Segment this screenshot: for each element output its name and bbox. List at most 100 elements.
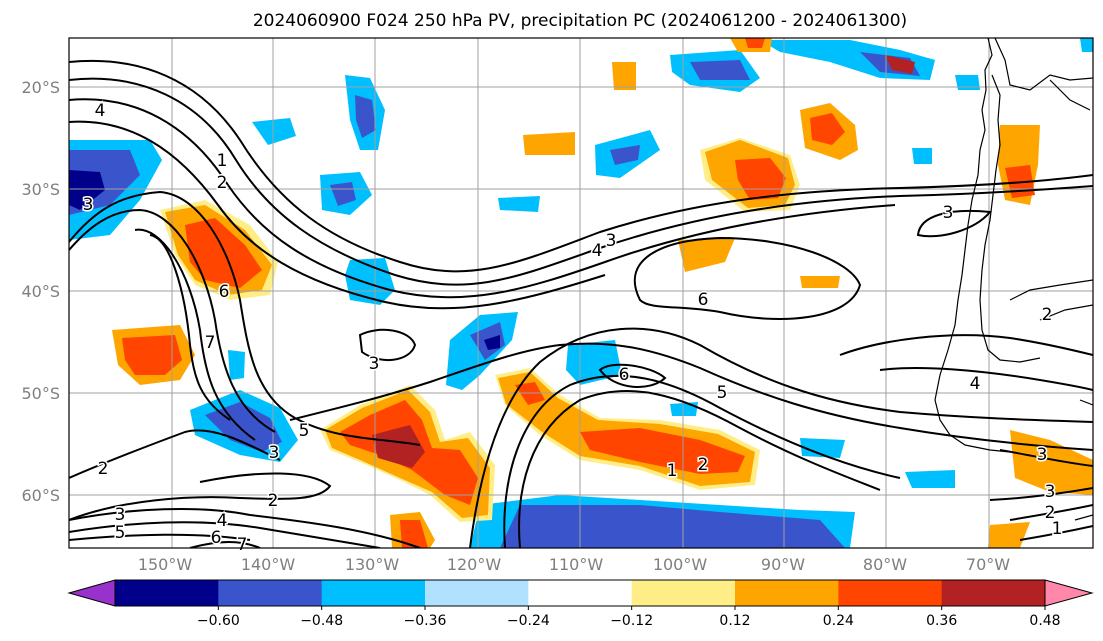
contour-label: 3 bbox=[369, 354, 380, 374]
border-andes-north bbox=[994, 38, 1093, 91]
map-content bbox=[69, 38, 1093, 548]
contour-label: 3 bbox=[269, 443, 280, 463]
contour-label: 1 bbox=[217, 151, 228, 171]
contour-label: 2 bbox=[217, 173, 228, 193]
contour-label: 7 bbox=[205, 333, 216, 353]
pv-contour-3b bbox=[69, 190, 421, 446]
pv-contour-1c bbox=[1019, 525, 1093, 541]
colorbar-segment bbox=[838, 580, 943, 606]
pv-contour-4e bbox=[879, 367, 1093, 391]
colorbar-segment bbox=[941, 580, 1046, 606]
colorbar-tick-label: −0.24 bbox=[507, 613, 550, 629]
contour-label: 2 bbox=[1042, 305, 1053, 325]
contour-label: 1 bbox=[667, 461, 678, 481]
pv-contour-6e bbox=[598, 363, 667, 389]
pv-contour-2c bbox=[69, 472, 332, 521]
pos-area-a-core bbox=[185, 218, 262, 288]
contour-label: 4 bbox=[217, 511, 228, 531]
colorbar: −0.60 −0.48 −0.36 −0.24 −0.12 0.12 0.24 0.36 0.4… bbox=[67, 579, 1094, 629]
neg-area-f-core bbox=[610, 145, 640, 165]
pv-contour-4b bbox=[69, 208, 276, 433]
lon-label: 110°W bbox=[549, 555, 604, 574]
contour-label: 3 bbox=[606, 231, 617, 251]
neg-area-west-max bbox=[69, 170, 105, 210]
pv-contour-2a bbox=[69, 77, 1093, 286]
neg-area-a-core bbox=[355, 95, 376, 138]
pos-area-l-core2 bbox=[580, 428, 745, 474]
pv-contour-3g bbox=[989, 487, 1093, 501]
neg-area-o bbox=[955, 75, 980, 90]
pos-area-k-max bbox=[372, 425, 425, 468]
pv-contour-3a bbox=[69, 98, 896, 299]
neg-area-q bbox=[670, 402, 698, 416]
pos-area-o bbox=[988, 522, 1030, 548]
colorbar-segment bbox=[735, 580, 839, 606]
colorbar-segment bbox=[631, 580, 736, 606]
colorbar-tick-label: −0.60 bbox=[197, 613, 240, 629]
lon-label: 120°W bbox=[447, 555, 502, 574]
lon-label: 70°W bbox=[966, 555, 1010, 574]
coastline-falklands bbox=[1079, 399, 1093, 406]
contour-label: 6 bbox=[219, 282, 230, 302]
colorbar-ticks: −0.60 −0.48 −0.36 −0.24 −0.12 0.12 0.24 0.36 0.4… bbox=[197, 606, 1061, 629]
pos-area-i bbox=[800, 276, 840, 288]
pv-contour-6d bbox=[633, 236, 862, 320]
pos-area-n-core bbox=[400, 520, 428, 548]
pos-area-b-core bbox=[122, 335, 182, 375]
colorbar-tick-label: 0.48 bbox=[1029, 613, 1060, 629]
pv-contour-3c bbox=[69, 507, 421, 548]
neg-area-h-max bbox=[484, 335, 500, 350]
neg-area-d-core bbox=[690, 60, 750, 80]
colorbar-segment bbox=[321, 580, 426, 606]
contour-label: 3 bbox=[83, 195, 94, 215]
contour-label: 2 bbox=[98, 459, 109, 479]
pv-contour-7a bbox=[149, 234, 231, 421]
contour-label: 7 bbox=[237, 535, 248, 555]
pv-contour-4a bbox=[69, 120, 606, 310]
neg-area-k bbox=[228, 350, 245, 380]
colorbar-tick-label: −0.48 bbox=[300, 613, 343, 629]
contour-label: 3 bbox=[943, 203, 954, 223]
lat-label: 50°S bbox=[21, 384, 60, 403]
lon-label: 140°W bbox=[241, 555, 296, 574]
contour-label: 6 bbox=[211, 528, 222, 548]
colorbar-segment bbox=[218, 580, 323, 606]
colorbar-extend-low bbox=[67, 579, 116, 607]
colorbar-segment bbox=[528, 580, 633, 606]
pos-area-e-core bbox=[745, 38, 765, 48]
contour-label: 6 bbox=[698, 290, 709, 310]
neg-area-b-core bbox=[330, 182, 356, 206]
coastline-argentina-north bbox=[1009, 279, 1093, 301]
neg-area-l bbox=[905, 470, 955, 488]
border-chile-argentina bbox=[979, 74, 1041, 363]
coastlines bbox=[934, 38, 1093, 521]
pv-contours bbox=[69, 59, 1093, 548]
pv-contour-5c bbox=[69, 533, 251, 541]
colorbar-tick-label: −0.36 bbox=[404, 613, 447, 629]
colorbar-tick-label: 0.24 bbox=[823, 613, 854, 629]
negative-anomalies bbox=[69, 38, 1093, 548]
lon-label: 90°W bbox=[761, 555, 805, 574]
contour-label: 1 bbox=[1052, 519, 1063, 539]
contour-label: 2 bbox=[698, 455, 709, 475]
lon-label: 130°W bbox=[345, 555, 400, 574]
coastline-chile bbox=[934, 38, 1011, 453]
contour-label: 2 bbox=[268, 491, 279, 511]
coastline-argentina-mid bbox=[1039, 304, 1093, 321]
colorbar-tick-label: 0.12 bbox=[719, 613, 750, 629]
coastline-south-georgia bbox=[1074, 514, 1093, 521]
contour-label: 3 bbox=[1037, 445, 1048, 465]
contour-labels: 4 1 2 3 6 7 3 5 3 2 2 3 5 4 6 7 3 4 6 5 … bbox=[81, 100, 1064, 557]
lat-label: 20°S bbox=[21, 78, 60, 97]
lat-label: 60°S bbox=[21, 486, 60, 505]
colorbar-tick-label: 0.36 bbox=[926, 613, 957, 629]
lon-label: 80°W bbox=[863, 555, 907, 574]
neg-area-c bbox=[252, 118, 296, 145]
contour-label: 5 bbox=[299, 421, 310, 441]
pv-contour-2e bbox=[1009, 504, 1093, 521]
border-bolivia bbox=[1049, 79, 1091, 111]
lat-label: 30°S bbox=[21, 180, 60, 199]
pv-contour-2b bbox=[69, 429, 281, 479]
neg-area-p bbox=[498, 196, 540, 212]
